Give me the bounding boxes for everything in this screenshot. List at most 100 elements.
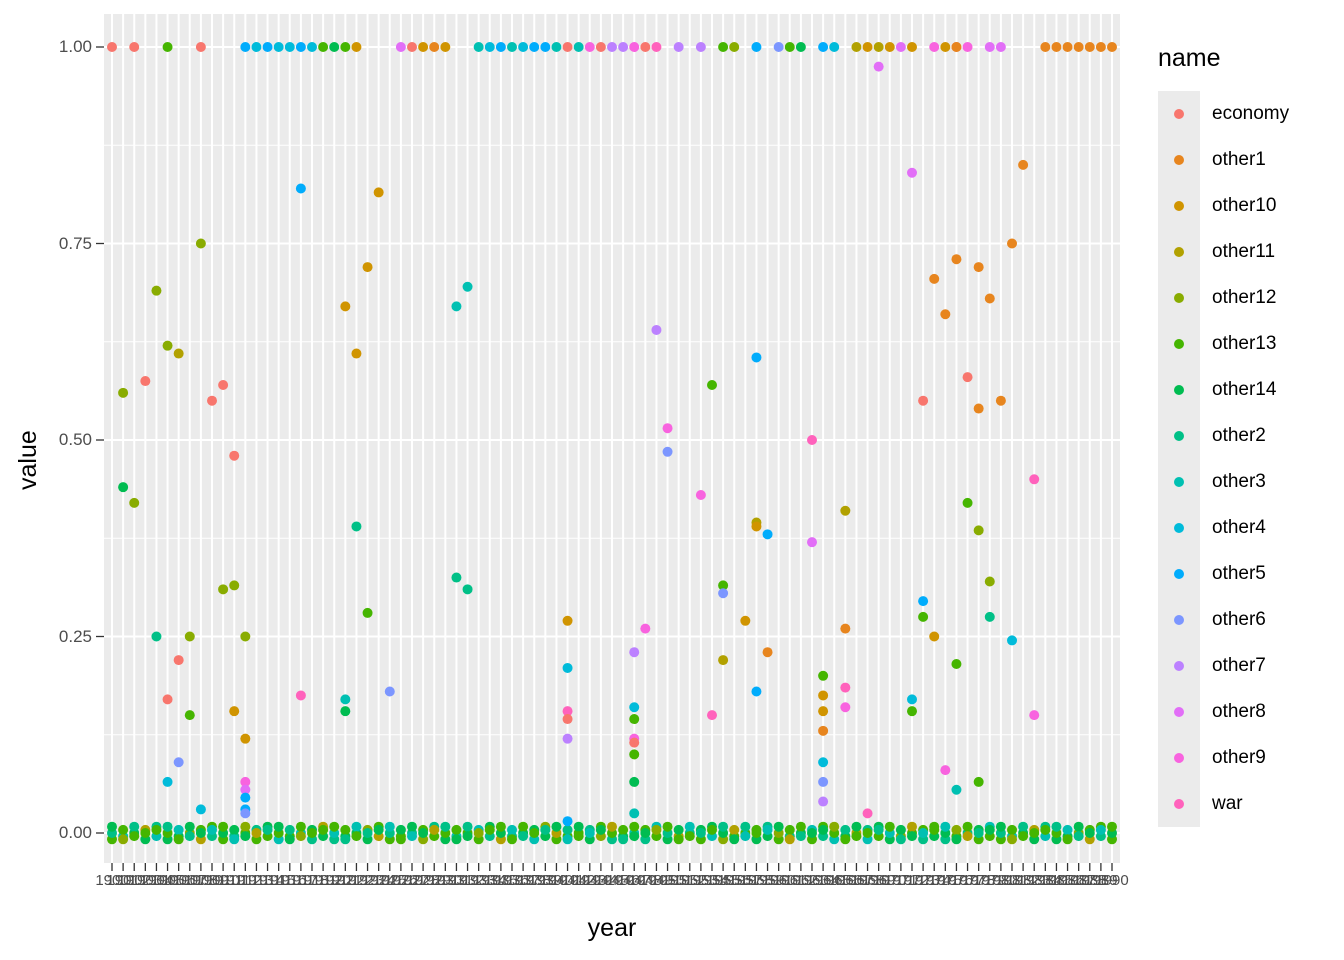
point bbox=[173, 348, 184, 359]
legend-key bbox=[1158, 183, 1200, 229]
point bbox=[629, 808, 640, 819]
x-tick-label: 1910 bbox=[206, 872, 240, 889]
x-tick-label: 1906 bbox=[161, 872, 196, 889]
legend-dot-icon bbox=[1174, 201, 1184, 211]
point bbox=[895, 42, 906, 52]
point bbox=[195, 238, 206, 249]
x-tick-label: 1989 bbox=[1084, 872, 1118, 889]
x-tick-label: 1944 bbox=[584, 872, 618, 889]
point bbox=[1007, 238, 1017, 249]
point bbox=[1040, 42, 1051, 52]
x-tick-label: 1934 bbox=[473, 872, 507, 889]
point bbox=[351, 348, 362, 359]
point bbox=[595, 42, 606, 52]
x-tick-label: 1924 bbox=[361, 872, 396, 889]
point bbox=[840, 682, 851, 693]
point bbox=[951, 254, 962, 265]
point bbox=[507, 42, 517, 52]
legend-item: economy bbox=[1158, 91, 1338, 137]
x-tick-label: 1900 bbox=[95, 872, 129, 889]
point bbox=[1107, 42, 1117, 52]
x-tick-label: 1942 bbox=[561, 872, 596, 889]
point bbox=[840, 702, 851, 713]
legend-key bbox=[1158, 643, 1200, 689]
point bbox=[662, 446, 673, 457]
point bbox=[918, 596, 929, 607]
point bbox=[162, 340, 173, 351]
legend-item-label: other4 bbox=[1212, 517, 1266, 538]
point bbox=[273, 42, 284, 52]
point bbox=[240, 792, 251, 803]
point bbox=[940, 309, 951, 320]
x-tick-label: 1956 bbox=[717, 872, 751, 889]
x-tick-label: 1941 bbox=[550, 872, 585, 889]
x-tick-label: 1962 bbox=[784, 872, 818, 889]
point bbox=[118, 482, 129, 493]
point bbox=[629, 737, 640, 748]
point bbox=[918, 395, 929, 406]
y-axis-title: value bbox=[14, 430, 42, 490]
legend-dot-icon bbox=[1174, 569, 1184, 579]
point bbox=[129, 42, 140, 52]
point bbox=[984, 293, 995, 304]
point bbox=[629, 714, 640, 725]
x-tick-label: 1965 bbox=[817, 872, 851, 889]
x-tick-label: 1933 bbox=[461, 872, 496, 889]
point bbox=[951, 659, 962, 670]
legend-dot-icon bbox=[1174, 615, 1184, 625]
point bbox=[984, 576, 995, 587]
point bbox=[629, 749, 640, 760]
point bbox=[751, 352, 762, 363]
point bbox=[829, 42, 840, 52]
point bbox=[818, 706, 829, 717]
legend-key bbox=[1158, 275, 1200, 321]
x-tick-label: 1943 bbox=[573, 872, 607, 889]
legend-item: other11 bbox=[1158, 229, 1338, 275]
legend-dot-icon bbox=[1174, 431, 1184, 441]
x-tick-label: 1929 bbox=[417, 872, 451, 889]
point bbox=[562, 662, 573, 673]
point bbox=[607, 42, 617, 52]
x-tick-label: 1937 bbox=[506, 872, 540, 889]
point bbox=[995, 395, 1006, 406]
point bbox=[673, 42, 684, 52]
point bbox=[707, 379, 717, 390]
legend-item-label: other12 bbox=[1212, 287, 1277, 308]
point bbox=[807, 435, 817, 445]
point bbox=[751, 686, 762, 697]
legend-item-label: other14 bbox=[1212, 379, 1277, 400]
point bbox=[295, 690, 306, 701]
point bbox=[840, 623, 851, 634]
x-tick-label: 1961 bbox=[773, 872, 807, 889]
x-tick-label: 1957 bbox=[728, 872, 763, 889]
point bbox=[340, 301, 351, 312]
point bbox=[295, 42, 306, 52]
point bbox=[984, 42, 995, 52]
legend-item: other2 bbox=[1158, 413, 1338, 459]
legend-item: other10 bbox=[1158, 183, 1338, 229]
x-tick-label: 1973 bbox=[906, 872, 940, 889]
x-tick-label: 1948 bbox=[628, 872, 663, 889]
point bbox=[562, 733, 573, 744]
x-tick-label: 1935 bbox=[484, 872, 518, 889]
x-tick-label: 1954 bbox=[695, 872, 729, 889]
legend-dot-icon bbox=[1174, 661, 1184, 671]
point bbox=[818, 757, 829, 768]
point bbox=[184, 710, 195, 721]
point bbox=[240, 784, 251, 795]
point bbox=[907, 706, 917, 717]
point bbox=[340, 706, 351, 717]
point bbox=[718, 588, 729, 599]
point bbox=[340, 694, 351, 705]
legend-item: other6 bbox=[1158, 597, 1338, 643]
point bbox=[540, 42, 551, 52]
legend-items: economy other1 other10 other11 other12 other1… bbox=[1158, 91, 1338, 827]
x-tick-label: 1967 bbox=[839, 872, 874, 889]
point bbox=[151, 631, 162, 642]
point bbox=[240, 733, 251, 744]
point bbox=[818, 776, 829, 787]
x-tick-label: 1928 bbox=[406, 872, 440, 889]
point bbox=[751, 521, 762, 532]
point bbox=[907, 694, 917, 705]
